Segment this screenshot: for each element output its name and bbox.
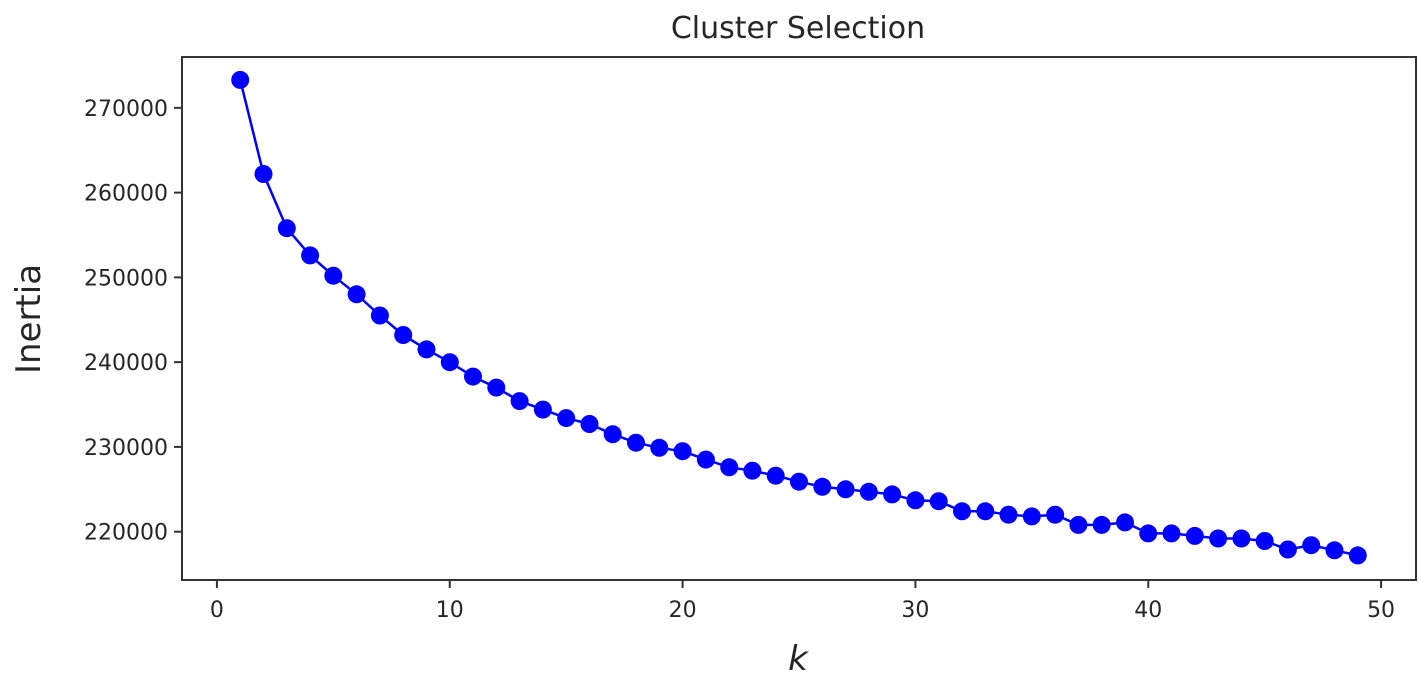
- data-point: [1162, 524, 1181, 543]
- data-point: [1116, 513, 1134, 532]
- data-point: [813, 477, 832, 496]
- data-point: [1255, 532, 1274, 550]
- data-point: [627, 433, 645, 452]
- data-point: [603, 425, 622, 444]
- data-point: [790, 472, 808, 491]
- x-axis-label: k: [788, 639, 809, 679]
- y-tick-label: 220000: [84, 521, 168, 546]
- data-point: [650, 438, 669, 457]
- x-tick-label: 40: [1134, 598, 1162, 623]
- data-point: [1278, 540, 1297, 559]
- data-point: [999, 505, 1018, 524]
- data-point: [254, 165, 273, 183]
- data-point: [1022, 507, 1041, 526]
- data-point: [929, 492, 948, 511]
- plot-frame: [181, 56, 1417, 581]
- y-tick-label: 240000: [84, 351, 168, 376]
- data-point: [1185, 526, 1204, 545]
- data-point: [766, 466, 785, 485]
- data-point: [557, 409, 576, 428]
- data-point: [836, 480, 855, 499]
- data-point: [883, 485, 902, 504]
- chart-title: Cluster Selection: [671, 11, 925, 46]
- data-point: [743, 461, 762, 480]
- data-point: [1069, 515, 1088, 534]
- data-point: [417, 340, 436, 359]
- plot-area: 0 10 20 30 40 50 220000 230000 240000 250000 26000…: [84, 56, 1417, 623]
- data-point: [1302, 536, 1321, 555]
- data-point: [440, 353, 459, 372]
- data-point: [370, 306, 389, 325]
- data-point: [231, 70, 250, 89]
- data-point: [1092, 515, 1111, 534]
- x-tick-label: 30: [901, 598, 929, 623]
- data-point: [673, 442, 692, 461]
- x-tick-label: 50: [1367, 598, 1395, 623]
- data-point: [533, 400, 552, 419]
- data-point: [301, 246, 320, 265]
- data-point: [859, 482, 878, 501]
- data-point: [347, 285, 366, 304]
- data-point: [324, 266, 343, 285]
- data-point: [696, 450, 715, 469]
- data-point: [510, 392, 529, 411]
- y-tick-label: 270000: [84, 97, 168, 122]
- data-point: [906, 491, 925, 510]
- data-point: [1232, 529, 1251, 548]
- data-point: [1209, 529, 1228, 548]
- y-tick-label: 250000: [84, 266, 168, 291]
- data-point: [1046, 505, 1065, 524]
- data-point: [720, 458, 739, 477]
- y-tick-label: 230000: [84, 436, 168, 461]
- y-axis-label: Inertia: [9, 264, 49, 374]
- data-point: [1139, 524, 1158, 543]
- data-point: [487, 378, 506, 397]
- x-tick-label: 20: [669, 598, 697, 623]
- data-point: [580, 415, 599, 433]
- data-point: [976, 502, 995, 521]
- data-point: [394, 326, 413, 344]
- x-tick-label: 0: [210, 598, 224, 623]
- data-point: [1325, 541, 1344, 560]
- data-point: [464, 367, 482, 386]
- y-tick-label: 260000: [84, 182, 168, 207]
- data-point: [1348, 546, 1367, 565]
- data-point: [277, 219, 296, 238]
- x-tick-label: 10: [436, 598, 464, 623]
- data-point: [953, 502, 971, 521]
